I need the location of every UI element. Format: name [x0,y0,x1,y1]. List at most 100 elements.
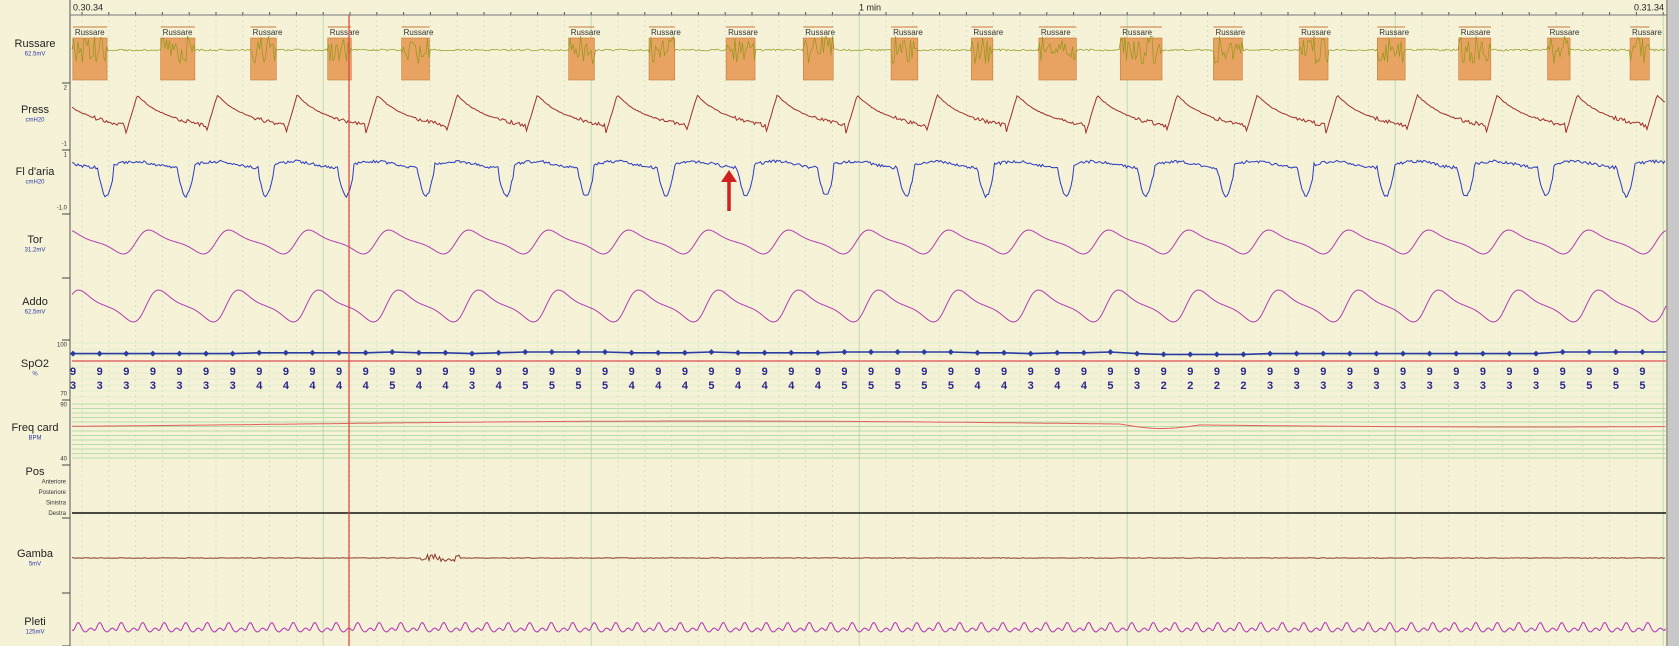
spo2-point [602,349,608,355]
spo2-point [841,349,848,355]
spo2-point [788,349,795,356]
scale-bottom: 70 [60,392,67,398]
spo2-value: 92 [1211,366,1223,394]
scale-top: 1 [64,153,68,159]
spo2-point [681,349,688,356]
spo2-point [149,350,156,357]
spo2-point [203,350,209,357]
spo2-point [894,349,901,355]
snore-event-label: Russare [253,28,283,37]
spo2-value: 94 [1051,366,1063,394]
channel-unit: 31.2mV [25,248,46,254]
leg-trace [72,552,1666,563]
spo2-value: 94 [360,366,372,394]
spo2-point [868,349,874,355]
spo2-value: 93 [147,366,159,394]
spo2-point [282,349,289,356]
spo2-value: 94 [785,366,797,394]
spo2-point [1134,350,1140,357]
channel-label: Freq card [11,422,58,434]
spo2-value: 93 [67,366,79,394]
spo2-point [1639,349,1646,355]
spo2-value: 95 [945,366,957,394]
snore-event-label: Russare [805,28,835,37]
spo2-value: 94 [333,366,345,394]
spo2-value: 95 [705,366,717,394]
spo2-point [389,349,396,355]
abdomen-trace [71,289,1667,323]
spo2-value: 93 [1530,366,1542,394]
channel-label: Fl d'aria [16,166,56,178]
spo2-point [362,349,369,356]
spo2-value: 93 [94,366,106,394]
scale-top: 90 [60,403,67,409]
spo2-point [1559,349,1566,355]
snore-event-label: Russare [1041,28,1071,37]
spo2-point [735,349,741,356]
spo2-point [469,350,475,357]
channel-label: Pos [26,466,45,478]
spo2-point [814,349,821,356]
channel-unit: 5mV [29,562,41,568]
spo2-value: 95 [918,366,930,394]
spo2-point [70,350,76,357]
spo2-point [1426,350,1433,357]
spo2-value: 94 [971,366,983,394]
spo2-value: 92 [1237,366,1249,394]
channel-label: Pleti [24,616,45,628]
spo2-value: 92 [1184,366,1196,394]
snore-event-label: Russare [973,28,1003,37]
press-trace [71,93,1666,135]
spo2-point [1267,350,1273,357]
spo2-value: 93 [173,366,185,394]
spo2-value: 95 [1583,366,1595,394]
spo2-value: 94 [280,366,292,394]
channel-unit: BPM [28,436,41,442]
scrollbar [1668,0,1679,646]
spo2-value: 94 [812,366,824,394]
spo2-point [96,350,103,357]
spo2-value: 93 [1291,366,1303,394]
channel-label: Gamba [17,548,54,560]
spo2-value: 93 [466,366,478,394]
spo2-point [974,349,981,356]
spo2-point [921,349,928,355]
spo2-value: 94 [759,366,771,394]
spo2-point [1533,350,1539,357]
channel-label: Tor [27,234,43,246]
spo2-point [1373,350,1380,357]
snore-event-label: Russare [1379,28,1409,37]
spo2-value: 95 [1610,366,1622,394]
snore-event-label: Russare [163,28,193,37]
snore-event-label: Russare [1215,28,1245,37]
spo2-point [522,349,529,355]
spo2-value: 93 [1317,366,1329,394]
spo2-value: 93 [1131,366,1143,394]
spo2-value: 93 [1025,366,1037,394]
snore-event-label: Russare [404,28,434,37]
channel-unit: 62.5mV [25,52,46,58]
pleth-trace [71,621,1667,633]
arrow-head [721,170,737,182]
scale-top: 100 [57,343,68,349]
snore-event [160,37,196,81]
spo2-value: 94 [998,366,1010,394]
spo2-point [1586,349,1593,355]
spo2-value: 94 [413,366,425,394]
spo2-point [336,349,342,356]
spo2-point [1346,350,1353,357]
snore-event-label: Russare [1301,28,1331,37]
spo2-value: 94 [626,366,638,394]
spo2-point [1453,350,1460,357]
airflow-trace [71,159,1666,199]
position-label: Destra [48,511,66,517]
spo2-point [1213,351,1220,358]
position-label: Posteriore [39,490,67,496]
spo2-point [575,349,582,355]
spo2-value: 93 [1424,366,1436,394]
snore-event-label: Russare [1122,28,1152,37]
spo2-point [655,349,662,356]
spo2-value: 93 [1344,366,1356,394]
snore-event-label: Russare [893,28,923,37]
